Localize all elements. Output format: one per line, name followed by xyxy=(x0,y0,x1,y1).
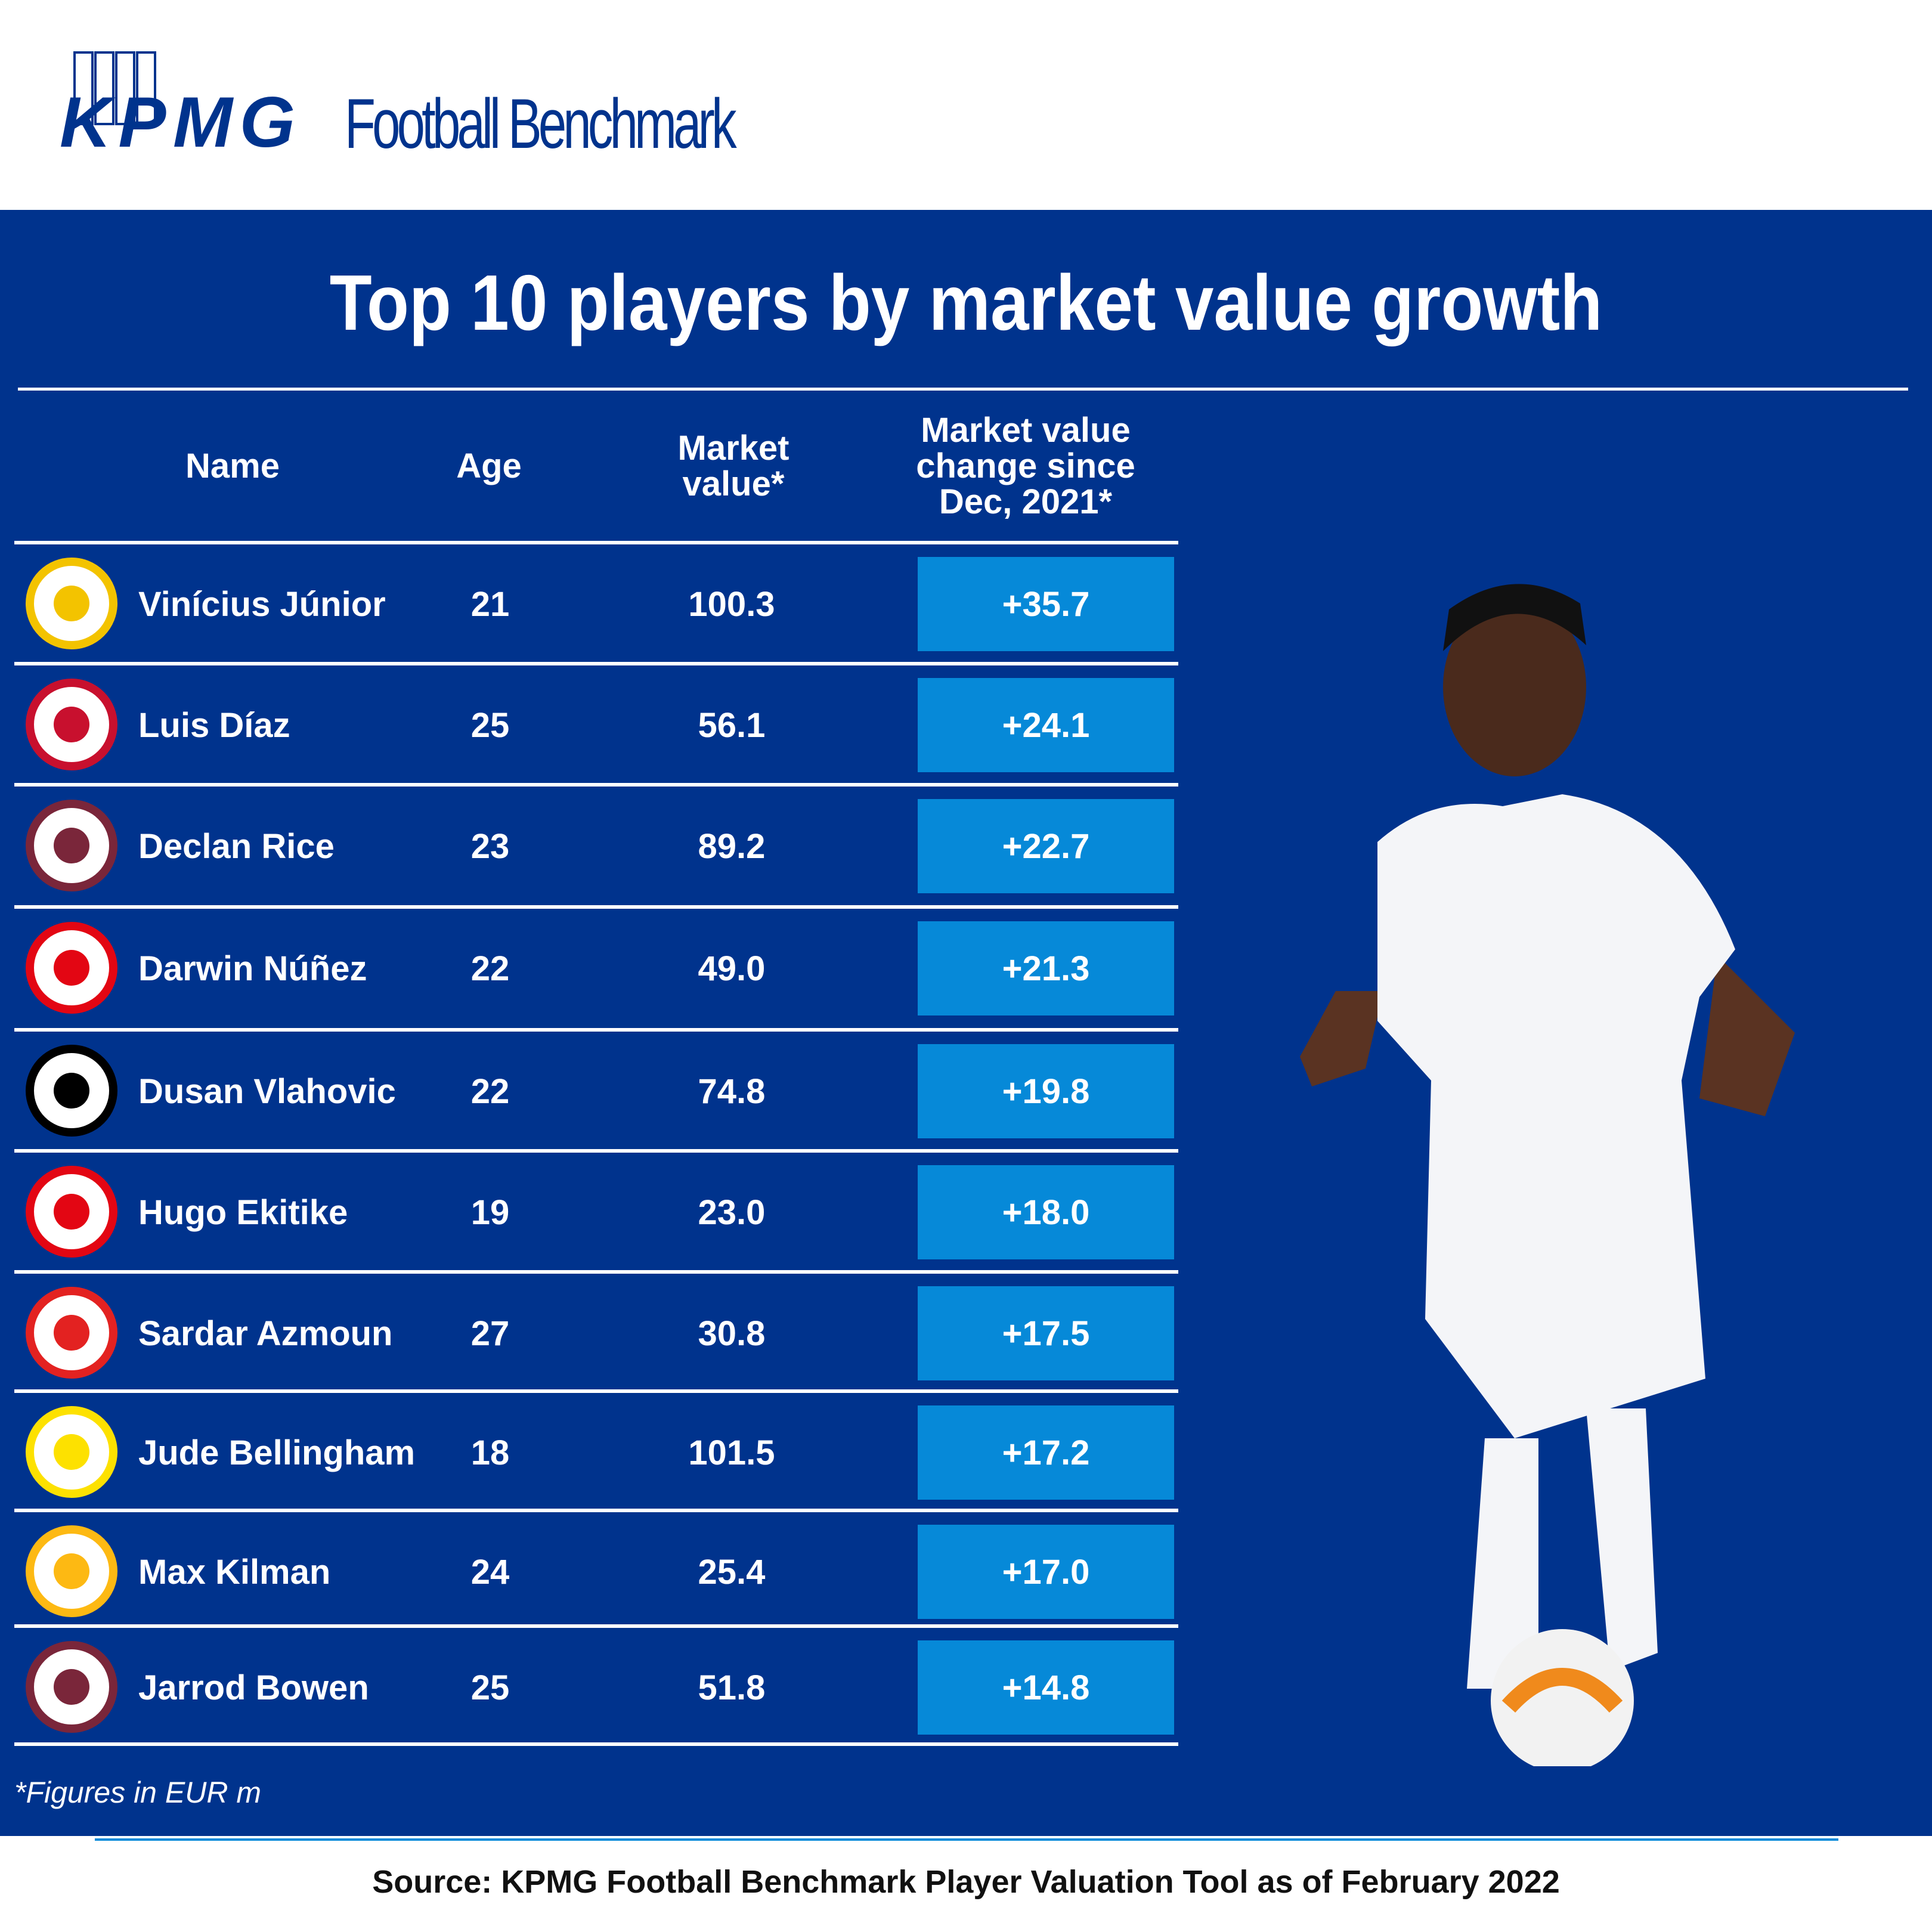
value-change-badge: +35.7 xyxy=(918,557,1174,651)
player-age: 22 xyxy=(470,949,510,988)
club-crest-icon xyxy=(26,1525,117,1617)
player-age: 22 xyxy=(470,1072,510,1111)
player-age: 24 xyxy=(470,1553,510,1592)
value-change-badge: +17.0 xyxy=(918,1525,1174,1619)
market-value: 101.5 xyxy=(688,1433,775,1472)
row-divider xyxy=(14,1028,1178,1032)
club-crest-icon xyxy=(26,800,117,891)
player-name: Declan Rice xyxy=(138,827,335,866)
row-divider xyxy=(14,1509,1178,1512)
player-age: 25 xyxy=(470,706,510,745)
kpmg-logo: KPMG xyxy=(60,51,295,153)
row-divider xyxy=(14,1270,1178,1274)
player-name: Vinícius Júnior xyxy=(138,585,386,624)
player-age: 23 xyxy=(470,827,510,866)
table-row: Darwin Núñez 22 49.0 +21.3 xyxy=(0,907,1193,1028)
value-change-badge: +18.0 xyxy=(918,1165,1174,1259)
col-header-age: Age xyxy=(456,447,522,485)
club-crest-icon xyxy=(26,1287,117,1379)
value-change-badge: +14.8 xyxy=(918,1640,1174,1735)
player-name: Dusan Vlahovic xyxy=(138,1072,396,1111)
club-crest-icon xyxy=(26,1641,117,1733)
market-value: 51.8 xyxy=(698,1668,766,1707)
market-value: 30.8 xyxy=(698,1314,766,1353)
market-value: 23.0 xyxy=(698,1193,766,1232)
brand-subtitle: Football Benchmark xyxy=(345,85,737,163)
club-crest-icon xyxy=(26,1166,117,1258)
value-change-badge: +24.1 xyxy=(918,678,1174,772)
club-crest-icon xyxy=(26,1045,117,1137)
player-name: Sardar Azmoun xyxy=(138,1314,393,1353)
table-row: Max Kilman 24 25.4 +17.0 xyxy=(0,1510,1193,1631)
player-name: Hugo Ekitike xyxy=(138,1193,348,1232)
club-crest-icon xyxy=(26,558,117,649)
market-value: 89.2 xyxy=(698,827,766,866)
club-crest-icon xyxy=(26,922,117,1014)
svg-text:KPMG: KPMG xyxy=(60,82,295,153)
table-row: Hugo Ekitike 19 23.0 +18.0 xyxy=(0,1151,1193,1272)
player-name: Jarrod Bowen xyxy=(138,1668,369,1707)
col-header-name: Name xyxy=(185,447,280,485)
table-row: Luis Díaz 25 56.1 +24.1 xyxy=(0,664,1193,785)
club-crest-icon xyxy=(26,1406,117,1498)
market-value: 25.4 xyxy=(698,1553,766,1592)
player-age: 27 xyxy=(470,1314,510,1353)
player-age: 21 xyxy=(470,585,510,624)
table-row: Jarrod Bowen 25 51.8 +14.8 xyxy=(0,1626,1193,1747)
market-value: 49.0 xyxy=(698,949,766,988)
row-divider xyxy=(14,783,1178,787)
source-divider xyxy=(95,1838,1838,1841)
footnote: *Figures in EUR m xyxy=(14,1776,261,1809)
table-row: Sardar Azmoun 27 30.8 +17.5 xyxy=(0,1272,1193,1393)
player-name: Luis Díaz xyxy=(138,706,290,745)
row-divider xyxy=(14,1389,1178,1393)
table-row: Dusan Vlahovic 22 74.8 +19.8 xyxy=(0,1030,1193,1151)
table-row: Vinícius Júnior 21 100.3 +35.7 xyxy=(0,543,1193,664)
value-change-badge: +22.7 xyxy=(918,799,1174,893)
player-age: 19 xyxy=(470,1193,510,1232)
player-age: 25 xyxy=(470,1668,510,1707)
row-divider xyxy=(14,1742,1178,1746)
row-divider xyxy=(14,905,1178,909)
player-photo xyxy=(1300,584,1795,1766)
table-row: Jude Bellingham 18 101.5 +17.2 xyxy=(0,1391,1193,1512)
player-age: 18 xyxy=(470,1433,510,1472)
value-change-badge: +19.8 xyxy=(918,1044,1174,1138)
market-value: 100.3 xyxy=(688,585,775,624)
row-divider xyxy=(14,662,1178,665)
row-divider xyxy=(14,1624,1178,1628)
page-title: Top 10 players by market value growth xyxy=(329,259,1603,346)
header: KPMG Football Benchmark xyxy=(0,0,1932,210)
player-name: Jude Bellingham xyxy=(138,1433,416,1472)
market-value: 56.1 xyxy=(698,706,766,745)
main-panel: Top 10 players by market value growth Na… xyxy=(0,210,1932,1836)
value-change-badge: +21.3 xyxy=(918,921,1174,1015)
col-header-market-value: Market value* xyxy=(677,429,789,503)
source-text: Source: KPMG Football Benchmark Player V… xyxy=(372,1864,1560,1900)
divider xyxy=(18,388,1908,391)
market-value: 74.8 xyxy=(698,1072,766,1111)
player-name: Darwin Núñez xyxy=(138,949,367,988)
col-header-change: Market value change since Dec, 2021* xyxy=(916,411,1135,521)
row-divider xyxy=(14,541,1178,544)
row-divider xyxy=(14,1149,1178,1153)
value-change-badge: +17.2 xyxy=(918,1405,1174,1500)
player-name: Max Kilman xyxy=(138,1553,331,1592)
value-change-badge: +17.5 xyxy=(918,1286,1174,1380)
table-row: Declan Rice 23 89.2 +22.7 xyxy=(0,785,1193,906)
club-crest-icon xyxy=(26,679,117,770)
